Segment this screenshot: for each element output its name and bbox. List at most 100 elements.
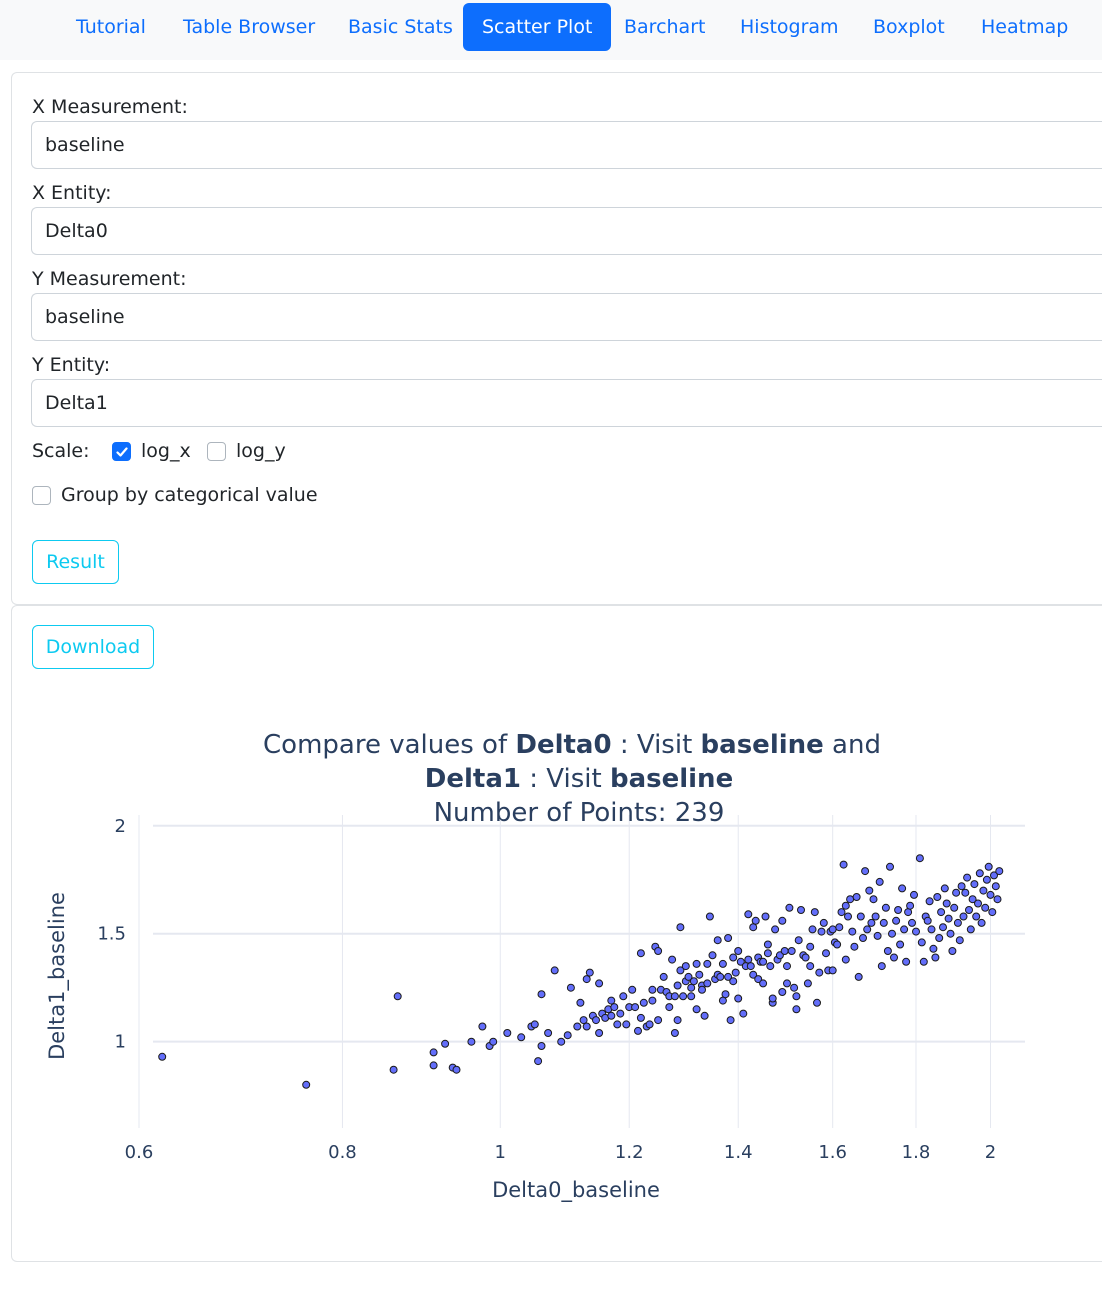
scatter-point[interactable]: [610, 1003, 619, 1012]
scatter-point[interactable]: [726, 1016, 735, 1025]
scatter-point[interactable]: [977, 918, 986, 927]
log-y-checkbox[interactable]: [207, 442, 226, 461]
scatter-point[interactable]: [700, 1011, 709, 1020]
tab-barchart[interactable]: Barchart: [624, 16, 706, 38]
scatter-point[interactable]: [736, 957, 745, 966]
scatter-point[interactable]: [478, 1022, 487, 1031]
scatter-point[interactable]: [729, 977, 738, 986]
scatter-point[interactable]: [634, 1026, 642, 1035]
scatter-point[interactable]: [622, 1020, 631, 1029]
scatter-point[interactable]: [894, 906, 903, 914]
scatter-point[interactable]: [595, 1029, 604, 1037]
scatter-point[interactable]: [585, 968, 594, 977]
scatter-point[interactable]: [766, 962, 775, 971]
scatter-point[interactable]: [937, 908, 946, 917]
scatter-point[interactable]: [648, 996, 657, 1005]
scatter-point[interactable]: [783, 962, 791, 971]
scatter-point[interactable]: [739, 1009, 748, 1018]
scatter-point[interactable]: [850, 942, 859, 951]
scatter-point[interactable]: [939, 923, 947, 932]
scatter-point[interactable]: [863, 925, 872, 934]
scatter-point[interactable]: [734, 994, 743, 1003]
scatter-point[interactable]: [557, 1037, 566, 1046]
scatter-point[interactable]: [839, 860, 848, 869]
scatter-point[interactable]: [689, 977, 698, 986]
scatter-point[interactable]: [915, 854, 924, 863]
result-button[interactable]: Result: [32, 540, 119, 584]
scatter-point[interactable]: [452, 1065, 461, 1074]
tab-table-browser[interactable]: Table Browser: [183, 16, 316, 38]
tab-heatmap[interactable]: Heatmap: [981, 16, 1069, 38]
scatter-point[interactable]: [792, 1005, 801, 1014]
scatter-point[interactable]: [946, 929, 955, 938]
scatter-point[interactable]: [794, 936, 803, 945]
scatter-point[interactable]: [935, 934, 944, 942]
scatter-point[interactable]: [861, 867, 870, 876]
scatter-point[interactable]: [873, 931, 882, 940]
scatter-point[interactable]: [579, 1016, 588, 1025]
scatter-point[interactable]: [902, 957, 911, 966]
scatter-point[interactable]: [566, 983, 575, 992]
scatter-point[interactable]: [778, 916, 787, 925]
scatter-point[interactable]: [944, 914, 953, 923]
scatter-point[interactable]: [822, 949, 830, 958]
scatter-point[interactable]: [695, 970, 704, 979]
scatter-point[interactable]: [744, 910, 753, 919]
scatter-point[interactable]: [636, 949, 645, 958]
scatter-point[interactable]: [692, 959, 701, 968]
scatter-point[interactable]: [856, 912, 865, 921]
scatter-point[interactable]: [991, 882, 1000, 891]
scatter-point[interactable]: [854, 972, 863, 981]
scatter-point[interactable]: [582, 975, 591, 984]
scatter-point[interactable]: [534, 1057, 543, 1066]
scatter-point[interactable]: [819, 918, 828, 927]
scatter-point[interactable]: [984, 862, 993, 871]
scatter-point[interactable]: [833, 940, 842, 949]
scatter-point[interactable]: [886, 862, 894, 871]
scatter-point[interactable]: [879, 918, 888, 927]
scatter-point[interactable]: [744, 955, 753, 964]
scatter-point[interactable]: [815, 968, 824, 977]
scatter-point[interactable]: [537, 990, 546, 999]
scatter-point[interactable]: [890, 953, 898, 962]
scatter-point[interactable]: [592, 1016, 600, 1025]
scatter-point[interactable]: [813, 998, 821, 1007]
scatter-point[interactable]: [616, 1009, 625, 1018]
scatter-point[interactable]: [841, 955, 850, 964]
scatter-point[interactable]: [582, 1022, 591, 1031]
scatter-point[interactable]: [875, 877, 884, 886]
scatter-point[interactable]: [970, 880, 979, 889]
scatter-point[interactable]: [900, 925, 909, 934]
scatter-point[interactable]: [910, 890, 918, 899]
scatter-point[interactable]: [645, 1020, 654, 1029]
scatter-point[interactable]: [607, 996, 616, 1005]
scatter-point[interactable]: [654, 1016, 663, 1025]
scatter-point[interactable]: [828, 925, 837, 934]
tab-tutorial[interactable]: Tutorial: [76, 16, 146, 38]
scatter-point[interactable]: [953, 918, 962, 927]
scatter-point[interactable]: [503, 1029, 512, 1037]
scatter-point[interactable]: [848, 927, 857, 936]
scatter-point[interactable]: [676, 966, 685, 975]
scatter-point[interactable]: [968, 895, 977, 904]
tab-histogram[interactable]: Histogram: [740, 16, 839, 38]
scatter-point[interactable]: [751, 916, 760, 925]
scatter-point[interactable]: [931, 953, 940, 962]
scatter-point[interactable]: [972, 912, 981, 921]
scatter-point[interactable]: [877, 962, 886, 971]
scatter-point[interactable]: [883, 947, 892, 955]
scatter-point[interactable]: [959, 912, 968, 921]
scatter-point[interactable]: [713, 936, 722, 945]
scatter-point[interactable]: [576, 998, 585, 1007]
scatter-point[interactable]: [948, 947, 957, 955]
scatter-point[interactable]: [888, 929, 896, 938]
scatter-point[interactable]: [869, 895, 878, 904]
scatter-point[interactable]: [841, 901, 850, 910]
scatter-point[interactable]: [867, 918, 876, 927]
scatter-point[interactable]: [828, 966, 837, 975]
scatter-point[interactable]: [681, 962, 690, 971]
scatter-point[interactable]: [679, 992, 688, 1001]
scatter-point[interactable]: [721, 990, 730, 999]
scatter-point[interactable]: [698, 985, 706, 994]
scatter-point[interactable]: [716, 972, 725, 981]
